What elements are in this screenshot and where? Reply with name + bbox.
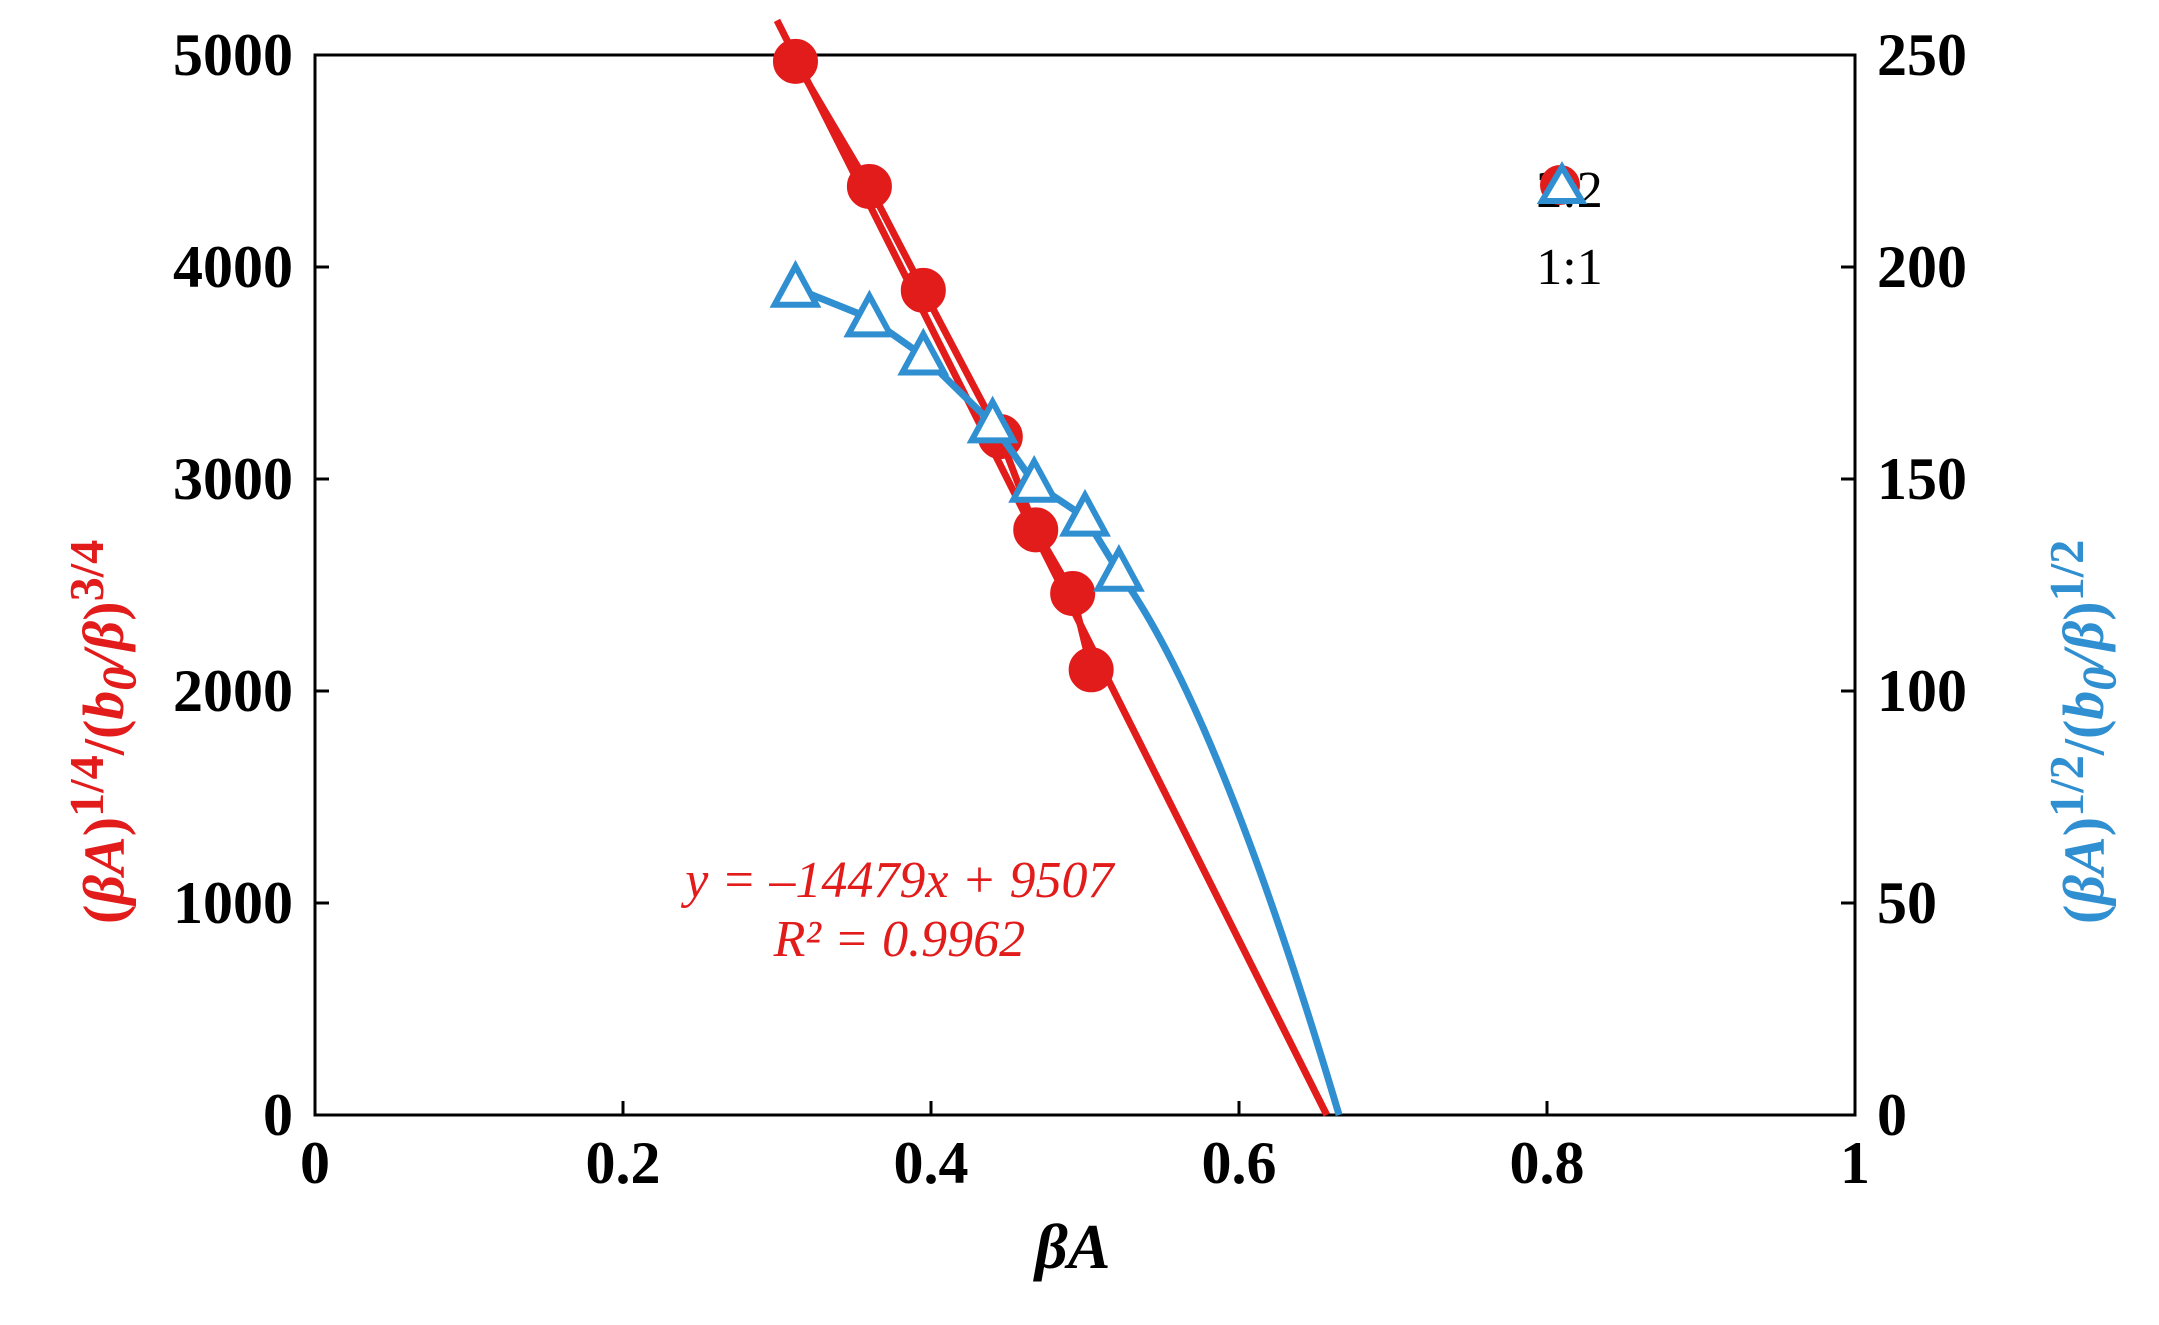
y-axis-left-label: (βA)1/4/(b0/β)3/4: [60, 540, 148, 924]
regression-annotation: y = –14479x + 9507R² = 0.9962: [599, 851, 1199, 971]
svg-text:50: 50: [1877, 870, 1937, 936]
svg-text:200: 200: [1877, 234, 1967, 300]
svg-text:0.8: 0.8: [1510, 1130, 1585, 1196]
scatter-chart: 00.20.40.60.8101000200030004000500005010…: [0, 0, 2159, 1325]
svg-text:0.4: 0.4: [894, 1130, 969, 1196]
svg-text:0.2: 0.2: [586, 1130, 661, 1196]
svg-text:1000: 1000: [173, 870, 293, 936]
svg-text:5000: 5000: [173, 22, 293, 88]
svg-text:2000: 2000: [173, 658, 293, 724]
svg-text:150: 150: [1877, 446, 1967, 512]
svg-text:0.6: 0.6: [1202, 1130, 1277, 1196]
svg-text:4000: 4000: [173, 234, 293, 300]
svg-text:0: 0: [300, 1130, 330, 1196]
svg-text:100: 100: [1877, 658, 1967, 724]
svg-text:3000: 3000: [173, 446, 293, 512]
x-axis-label: βA: [1035, 1210, 1110, 1284]
chart-legend: 2:21:1: [1536, 161, 1602, 315]
svg-text:0: 0: [263, 1082, 293, 1148]
svg-text:1: 1: [1840, 1130, 1870, 1196]
y-axis-right-label: (βA)1/2/(b0/β)1/2: [2040, 540, 2128, 924]
legend-entry: 1:1: [1536, 238, 1602, 297]
svg-text:250: 250: [1877, 22, 1967, 88]
svg-text:0: 0: [1877, 1082, 1907, 1148]
